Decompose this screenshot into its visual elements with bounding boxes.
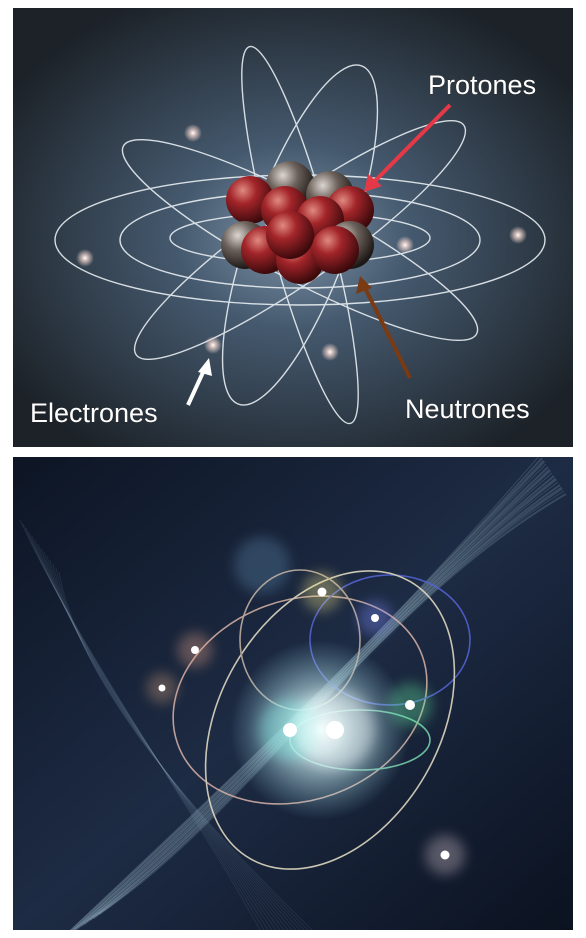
label-protons: Protones: [428, 70, 536, 100]
page: Protones Neutrones Electrones (() => { c…: [0, 0, 586, 938]
nucleus-blur: [234, 537, 290, 593]
particle: [441, 851, 450, 860]
electron: [204, 336, 222, 354]
electron: [321, 343, 339, 361]
particle: [371, 614, 379, 622]
electron: [184, 124, 202, 142]
illustrations: Protones Neutrones Electrones: [0, 0, 586, 938]
particle: [318, 588, 327, 597]
sphere: [266, 211, 314, 259]
particle: [191, 646, 199, 654]
electron: [76, 249, 94, 267]
electron: [509, 226, 527, 244]
electron-illustration: [13, 455, 573, 938]
particle: [283, 723, 297, 737]
particle: [326, 721, 344, 739]
sphere: [311, 226, 359, 274]
particle: [159, 685, 166, 692]
label-neutrons: Neutrones: [405, 394, 530, 424]
atom-diagram: Protones Neutrones Electrones: [13, 8, 573, 447]
electron: [396, 236, 414, 254]
particle: [405, 700, 415, 710]
label-electrons: Electrones: [30, 398, 158, 428]
